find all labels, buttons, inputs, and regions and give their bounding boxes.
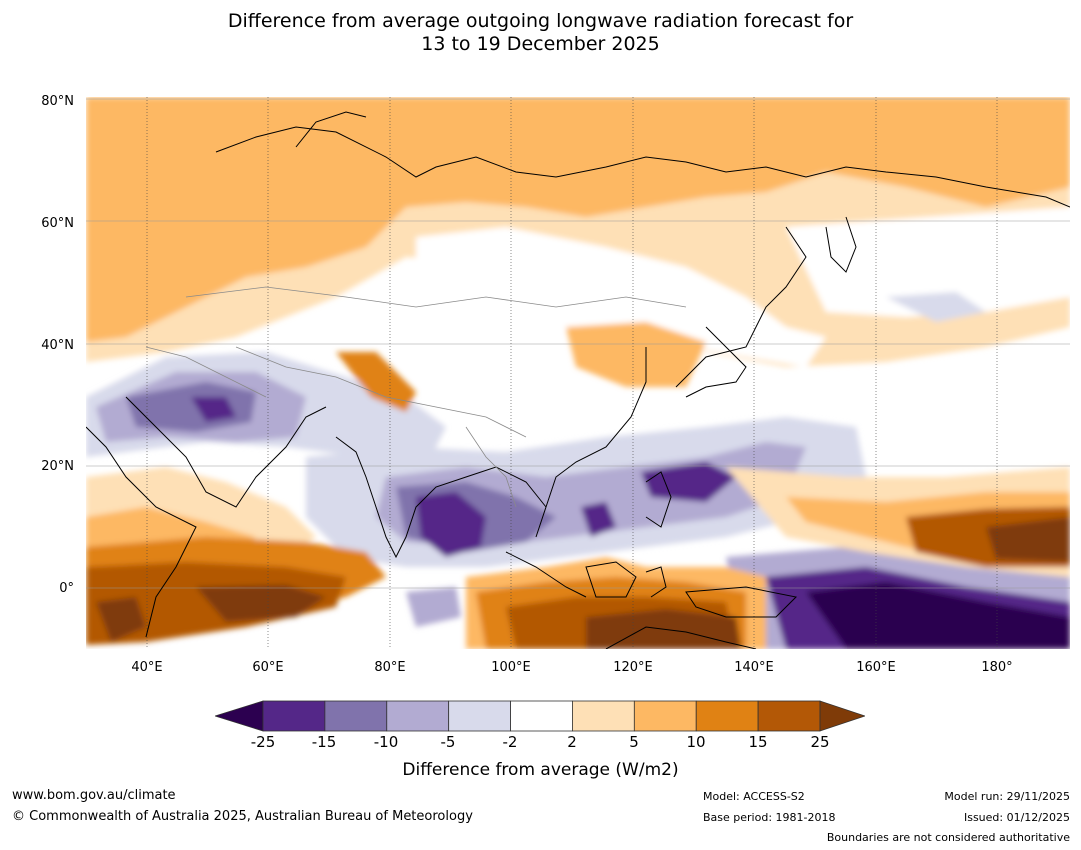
positive-region-tibet — [336, 352, 416, 412]
negative-region-south-indian-ocean — [406, 587, 461, 627]
border-western-asia — [145, 346, 267, 398]
anomaly-fill-layer — [86, 97, 1070, 649]
colorbar-tick-minus15: -15 — [311, 733, 337, 751]
colorbar-tick-25: 25 — [810, 733, 830, 751]
border-south-asia — [235, 346, 527, 438]
lat-label-0: 0° — [59, 581, 74, 596]
colorbar-cell-10-to-15 — [695, 700, 759, 732]
neutral-region-central-asia — [416, 227, 826, 367]
colorbar-tick-minus2: -2 — [502, 733, 518, 751]
coastline-sulawesi — [645, 566, 667, 598]
positive-region-east-africa-peak — [96, 597, 146, 642]
issued-date: Issued: 01/12/2025 — [963, 811, 1070, 824]
positive-region-pacific-peak — [986, 517, 1070, 562]
colorbar-tick-5: 5 — [629, 733, 639, 751]
coastline-east-asia — [535, 347, 647, 538]
negative-region-coral-sea-strong — [806, 582, 1070, 649]
coastlines — [86, 111, 1070, 649]
colorbar-cell-5-to-10 — [633, 700, 697, 732]
olr-anomaly-map — [86, 97, 1070, 649]
negative-region-south-china-sea — [581, 502, 616, 537]
coastline-new-guinea — [685, 586, 798, 618]
country-borders — [145, 286, 687, 508]
disclaimer: Boundaries are not considered authoritat… — [826, 831, 1070, 844]
lat-label-60n: 60°N — [41, 216, 74, 231]
coastline-japan — [685, 326, 747, 398]
lon-label-80e: 80°E — [374, 660, 406, 675]
negative-region-north-pacific — [886, 292, 986, 322]
colorbar-tick-minus10: -10 — [373, 733, 399, 751]
model-run-date: Model run: 29/11/2025 — [944, 790, 1070, 803]
coastline-arabian-peninsula — [125, 396, 327, 508]
positive-region-north-mid — [86, 97, 1070, 342]
base-period: Base period: 1981-2018 — [703, 811, 836, 824]
positive-region-indian-ocean-peak — [196, 585, 326, 622]
colorbar-tick-2: 2 — [567, 733, 577, 751]
coastline-east-africa — [86, 426, 197, 638]
colorbar-cell-2-to-5 — [572, 700, 635, 732]
colorbar-tick-minus25: -25 — [250, 733, 276, 751]
title-line-1: Difference from average outgoing longwav… — [227, 10, 854, 32]
coastline-northern-australia — [605, 626, 757, 649]
negative-region-philippines — [641, 462, 736, 502]
colorbar-tick-15: 15 — [748, 733, 768, 751]
colorbar-label: Difference from average (W/m2) — [402, 760, 679, 780]
colorbar-tick-minus5: -5 — [440, 733, 456, 751]
coastline-pacific-russia — [675, 226, 807, 388]
website-link[interactable]: www.bom.gov.au/climate — [12, 788, 176, 803]
lon-label-60e: 60°E — [252, 660, 284, 675]
title-line-2: 13 to 19 December 2025 — [421, 33, 660, 55]
colorbar-cell-15-to-25 — [757, 700, 821, 732]
lon-label-180: 180° — [981, 660, 1013, 675]
model-name: Model: ACCESS-S2 — [703, 790, 805, 803]
coastline-arctic-russia — [215, 126, 1070, 208]
coastline-novaya-zemlya — [295, 111, 367, 148]
longitude-gridlines — [146, 97, 998, 649]
colorbar-cells — [215, 700, 865, 732]
lon-label-160e: 160°E — [856, 660, 896, 675]
lon-label-120e: 120°E — [613, 660, 653, 675]
coastline-philippines — [645, 471, 672, 528]
coastline-borneo — [585, 561, 637, 598]
lon-label-100e: 100°E — [491, 660, 531, 675]
colorbar-arrow-high — [819, 700, 865, 732]
lat-label-40n: 40°N — [41, 338, 74, 353]
map-canvas — [86, 97, 1070, 649]
border-southeast-asia — [465, 426, 517, 508]
coastline-sumatra — [505, 551, 587, 598]
lat-label-80n: 80°N — [41, 94, 74, 109]
colorbar-cell--25-to--15 — [262, 700, 326, 732]
lat-label-20n: 20°N — [41, 459, 74, 474]
negative-region-persian-gulf — [191, 397, 236, 422]
chart-title: Difference from average outgoing longwav… — [0, 10, 1081, 56]
lon-label-40e: 40°E — [131, 660, 163, 675]
positive-region-east-china — [566, 322, 706, 387]
colorbar-arrow-low — [215, 700, 264, 732]
border-central-asia — [185, 286, 687, 308]
colorbar-cell--2-to-2 — [510, 700, 573, 732]
colorbar-cell--10-to--5 — [386, 700, 450, 732]
neutral-region-pacific — [786, 207, 1070, 317]
negative-region-middle-east-strong — [126, 382, 256, 432]
latitude-gridlines — [86, 98, 1070, 589]
lon-label-140e: 140°E — [734, 660, 774, 675]
colorbar-cell--5-to--2 — [448, 700, 511, 732]
negative-region-bay-of-bengal — [416, 492, 486, 557]
coastline-kamchatka — [825, 216, 857, 273]
colorbar-cell--15-to--10 — [324, 700, 388, 732]
colorbar — [215, 700, 865, 732]
copyright-text: © Commonwealth of Australia 2025, Austra… — [12, 809, 473, 824]
positive-region-north-blob — [196, 177, 366, 267]
colorbar-tick-10: 10 — [686, 733, 706, 751]
